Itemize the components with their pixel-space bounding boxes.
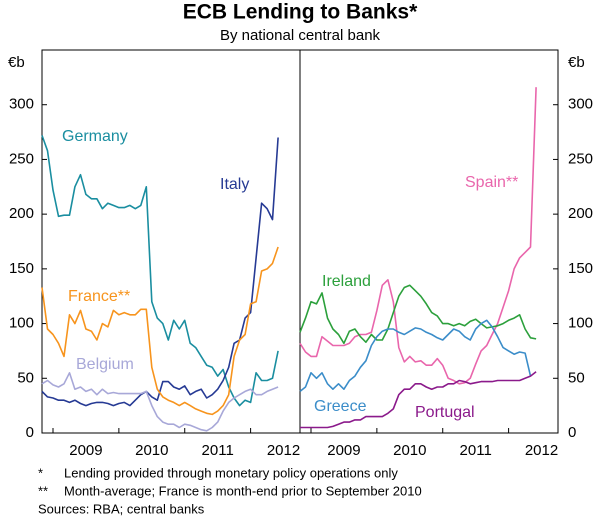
y-tick-label: 0 bbox=[568, 424, 576, 441]
x-tick-label: 2009 bbox=[69, 442, 102, 459]
series-line bbox=[41, 246, 279, 416]
series-label: Spain** bbox=[465, 174, 518, 191]
series-label: Portugal bbox=[415, 404, 475, 421]
series-label: Germany bbox=[62, 128, 128, 145]
y-tick-label: 100 bbox=[568, 315, 593, 332]
y-tick-label: 200 bbox=[9, 205, 34, 222]
note-text: Month-average; France is month-end prior… bbox=[64, 483, 422, 498]
x-tick-label: 2012 bbox=[525, 442, 558, 459]
note-marker: ** bbox=[38, 483, 48, 498]
y-tick-label: 0 bbox=[26, 424, 34, 441]
y-tick-label: 150 bbox=[9, 260, 34, 277]
x-tick-label: 2012 bbox=[267, 442, 300, 459]
note-text: Lending provided through monetary policy… bbox=[64, 465, 398, 480]
y-tick-label: 200 bbox=[568, 205, 593, 222]
y-tick-label: 150 bbox=[568, 260, 593, 277]
chart-subtitle: By national central bank bbox=[220, 27, 381, 44]
y-tick-label: 250 bbox=[568, 150, 593, 167]
series-line bbox=[299, 284, 537, 345]
x-tick-label: 2011 bbox=[202, 442, 234, 459]
series-line bbox=[299, 87, 537, 385]
series-label: Ireland bbox=[322, 273, 371, 290]
y-tick-label: 100 bbox=[9, 315, 34, 332]
series-label: Greece bbox=[314, 398, 367, 415]
series-line bbox=[41, 135, 279, 407]
series-label: France** bbox=[68, 288, 130, 305]
x-tick-label: 2011 bbox=[460, 442, 492, 459]
series-line bbox=[41, 372, 279, 432]
y-tick-label: 300 bbox=[9, 96, 34, 113]
y-tick-label: 300 bbox=[568, 96, 593, 113]
y-tick-label: 50 bbox=[568, 369, 585, 386]
y-unit: €b bbox=[568, 54, 585, 71]
series-label: Italy bbox=[220, 176, 249, 193]
chart-title: ECB Lending to Banks* bbox=[183, 1, 418, 24]
note-marker: * bbox=[38, 465, 43, 480]
x-tick-label: 2010 bbox=[135, 442, 168, 459]
x-tick-label: 2009 bbox=[327, 442, 360, 459]
x-tick-label: 2010 bbox=[393, 442, 426, 459]
y-tick-label: 250 bbox=[9, 150, 34, 167]
series-label: Belgium bbox=[76, 356, 134, 373]
series-line bbox=[299, 319, 532, 393]
y-unit: €b bbox=[8, 54, 25, 71]
series-line bbox=[300, 371, 537, 429]
y-tick-label: 50 bbox=[17, 369, 34, 386]
sources: Sources: RBA; central banks bbox=[38, 501, 205, 516]
